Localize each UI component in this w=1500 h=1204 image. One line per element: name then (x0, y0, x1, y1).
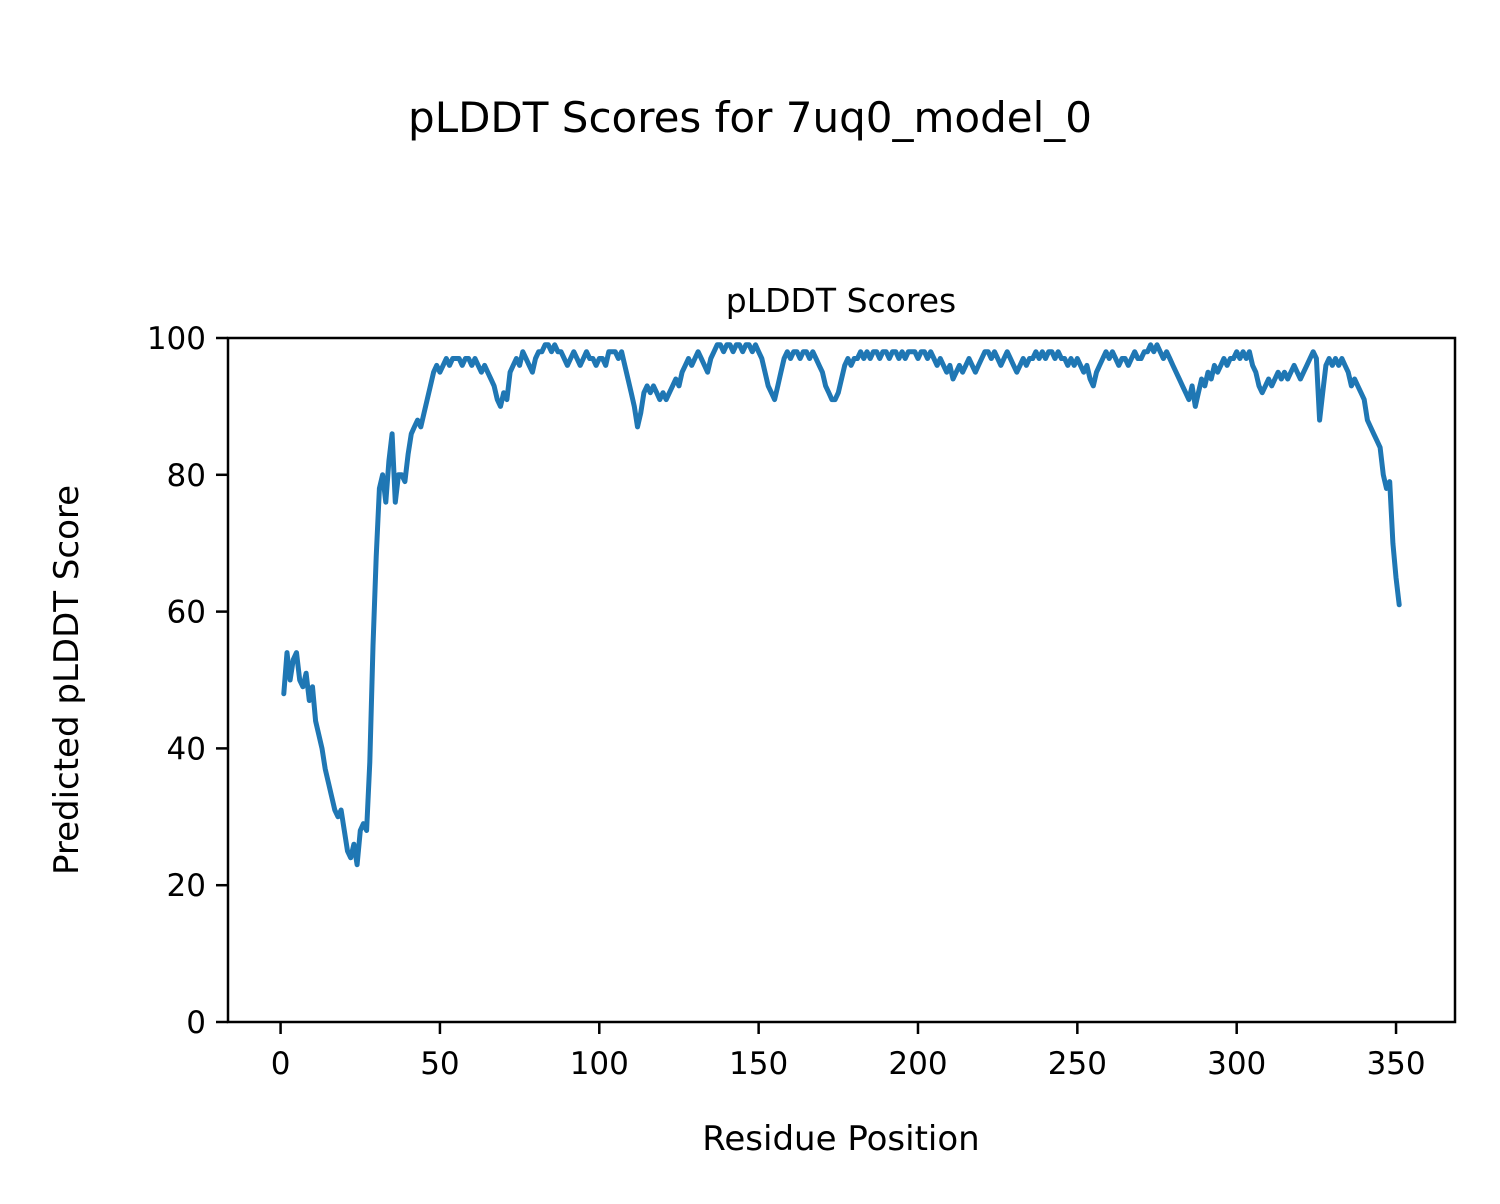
x-tick-label: 150 (729, 1046, 788, 1082)
x-tick-label: 50 (420, 1046, 459, 1082)
y-tick-label: 20 (167, 868, 206, 904)
x-axis-label: Residue Position (702, 1119, 979, 1159)
plot-area: 0 50 100 150 200 250 300 350 0 20 40 60 80 100 (147, 321, 1457, 1082)
y-tick-label: 60 (167, 595, 206, 631)
figure-title: pLDDT Scores for 7uq0_model_0 (408, 93, 1092, 142)
y-tick-label: 40 (167, 731, 206, 767)
axes-title: pLDDT Scores (726, 281, 956, 320)
axes-spines (226, 336, 1457, 1024)
y-tick-label: 80 (167, 458, 206, 494)
x-tick-label: 250 (1048, 1046, 1107, 1082)
plddt-series-line (281, 342, 1402, 868)
y-axis-label: Predicted pLDDT Score (47, 485, 87, 875)
y-tick-label: 0 (186, 1005, 206, 1041)
x-tick-label: 100 (570, 1046, 629, 1082)
x-tick-label: 200 (888, 1046, 947, 1082)
y-tick-label: 100 (147, 321, 206, 357)
x-tick-label: 350 (1366, 1046, 1425, 1082)
x-tick-label: 0 (271, 1046, 291, 1082)
x-tick-label: 300 (1207, 1046, 1266, 1082)
